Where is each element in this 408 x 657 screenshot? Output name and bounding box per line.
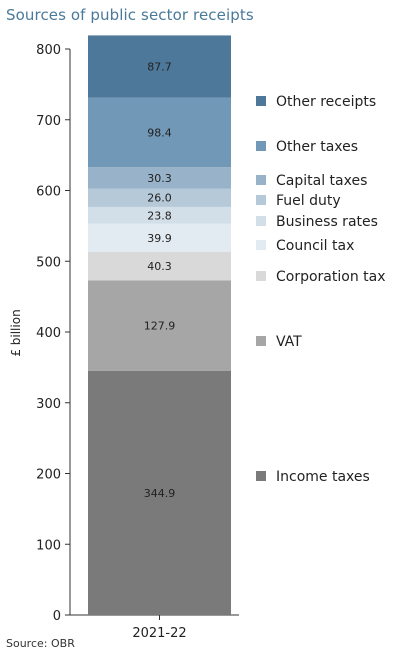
legend-label: Corporation tax <box>276 269 386 285</box>
x-tick-label: 2021-22 <box>132 626 186 641</box>
y-tick-label: 500 <box>36 255 61 270</box>
legend-label: Other taxes <box>276 139 358 155</box>
bar-segment <box>88 97 231 168</box>
bar-segment <box>88 251 231 281</box>
y-axis: 0 100 200 300 400 500 600 700 800 2021-22 <box>36 43 239 641</box>
data-label: 127.9 <box>144 320 176 333</box>
y-tick-label: 100 <box>36 538 61 553</box>
y-tick-label: 600 <box>36 185 61 200</box>
bar-stack: 344.9 127.9 40.3 39.9 23.8 26.0 30.3 98.4 87.7 <box>88 35 231 615</box>
y-tick-label: 300 <box>36 397 61 412</box>
bar-segment <box>88 370 231 615</box>
data-label: 344.9 <box>144 487 176 500</box>
y-tick-label: 800 <box>36 43 61 58</box>
y-tick-label: 700 <box>36 114 61 129</box>
legend-swatch <box>256 240 266 250</box>
y-tick-label: 200 <box>36 468 61 483</box>
data-label: 87.7 <box>147 60 172 73</box>
source-note: Source: OBR <box>6 637 75 650</box>
legend-swatch <box>256 471 266 481</box>
data-label: 30.3 <box>147 172 172 185</box>
bar-segment <box>88 35 231 98</box>
legend-swatch <box>256 336 266 346</box>
legend-label: Income taxes <box>276 469 370 485</box>
legend-label: Council tax <box>276 238 354 254</box>
legend-label: Business rates <box>276 214 378 230</box>
legend-swatch <box>256 175 266 185</box>
legend-swatch <box>256 216 266 226</box>
chart-title: Sources of public sector receipts <box>6 6 254 24</box>
legend-label: Other receipts <box>276 94 376 110</box>
y-tick-label: 400 <box>36 326 61 341</box>
legend-label: Fuel duty <box>276 193 341 209</box>
legend-label: VAT <box>276 334 302 350</box>
data-label: 40.3 <box>147 260 172 273</box>
data-label: 98.4 <box>147 126 172 139</box>
bar-segment <box>88 188 231 207</box>
legend-swatch <box>256 271 266 281</box>
legend: Income taxes VAT Corporation tax Council ta… <box>256 94 386 485</box>
bar-segment <box>88 223 231 252</box>
bar-segment <box>88 167 231 189</box>
bar-segment <box>88 280 231 371</box>
legend-swatch <box>256 195 266 205</box>
y-tick-label: 0 <box>53 609 61 624</box>
legend-label: Capital taxes <box>276 173 367 189</box>
y-axis-label: £ billion <box>9 309 23 356</box>
bar-segment <box>88 206 231 224</box>
data-label: 26.0 <box>147 192 172 205</box>
data-label: 39.9 <box>147 232 172 245</box>
legend-swatch <box>256 96 266 106</box>
data-label: 23.8 <box>147 209 172 222</box>
legend-swatch <box>256 141 266 151</box>
